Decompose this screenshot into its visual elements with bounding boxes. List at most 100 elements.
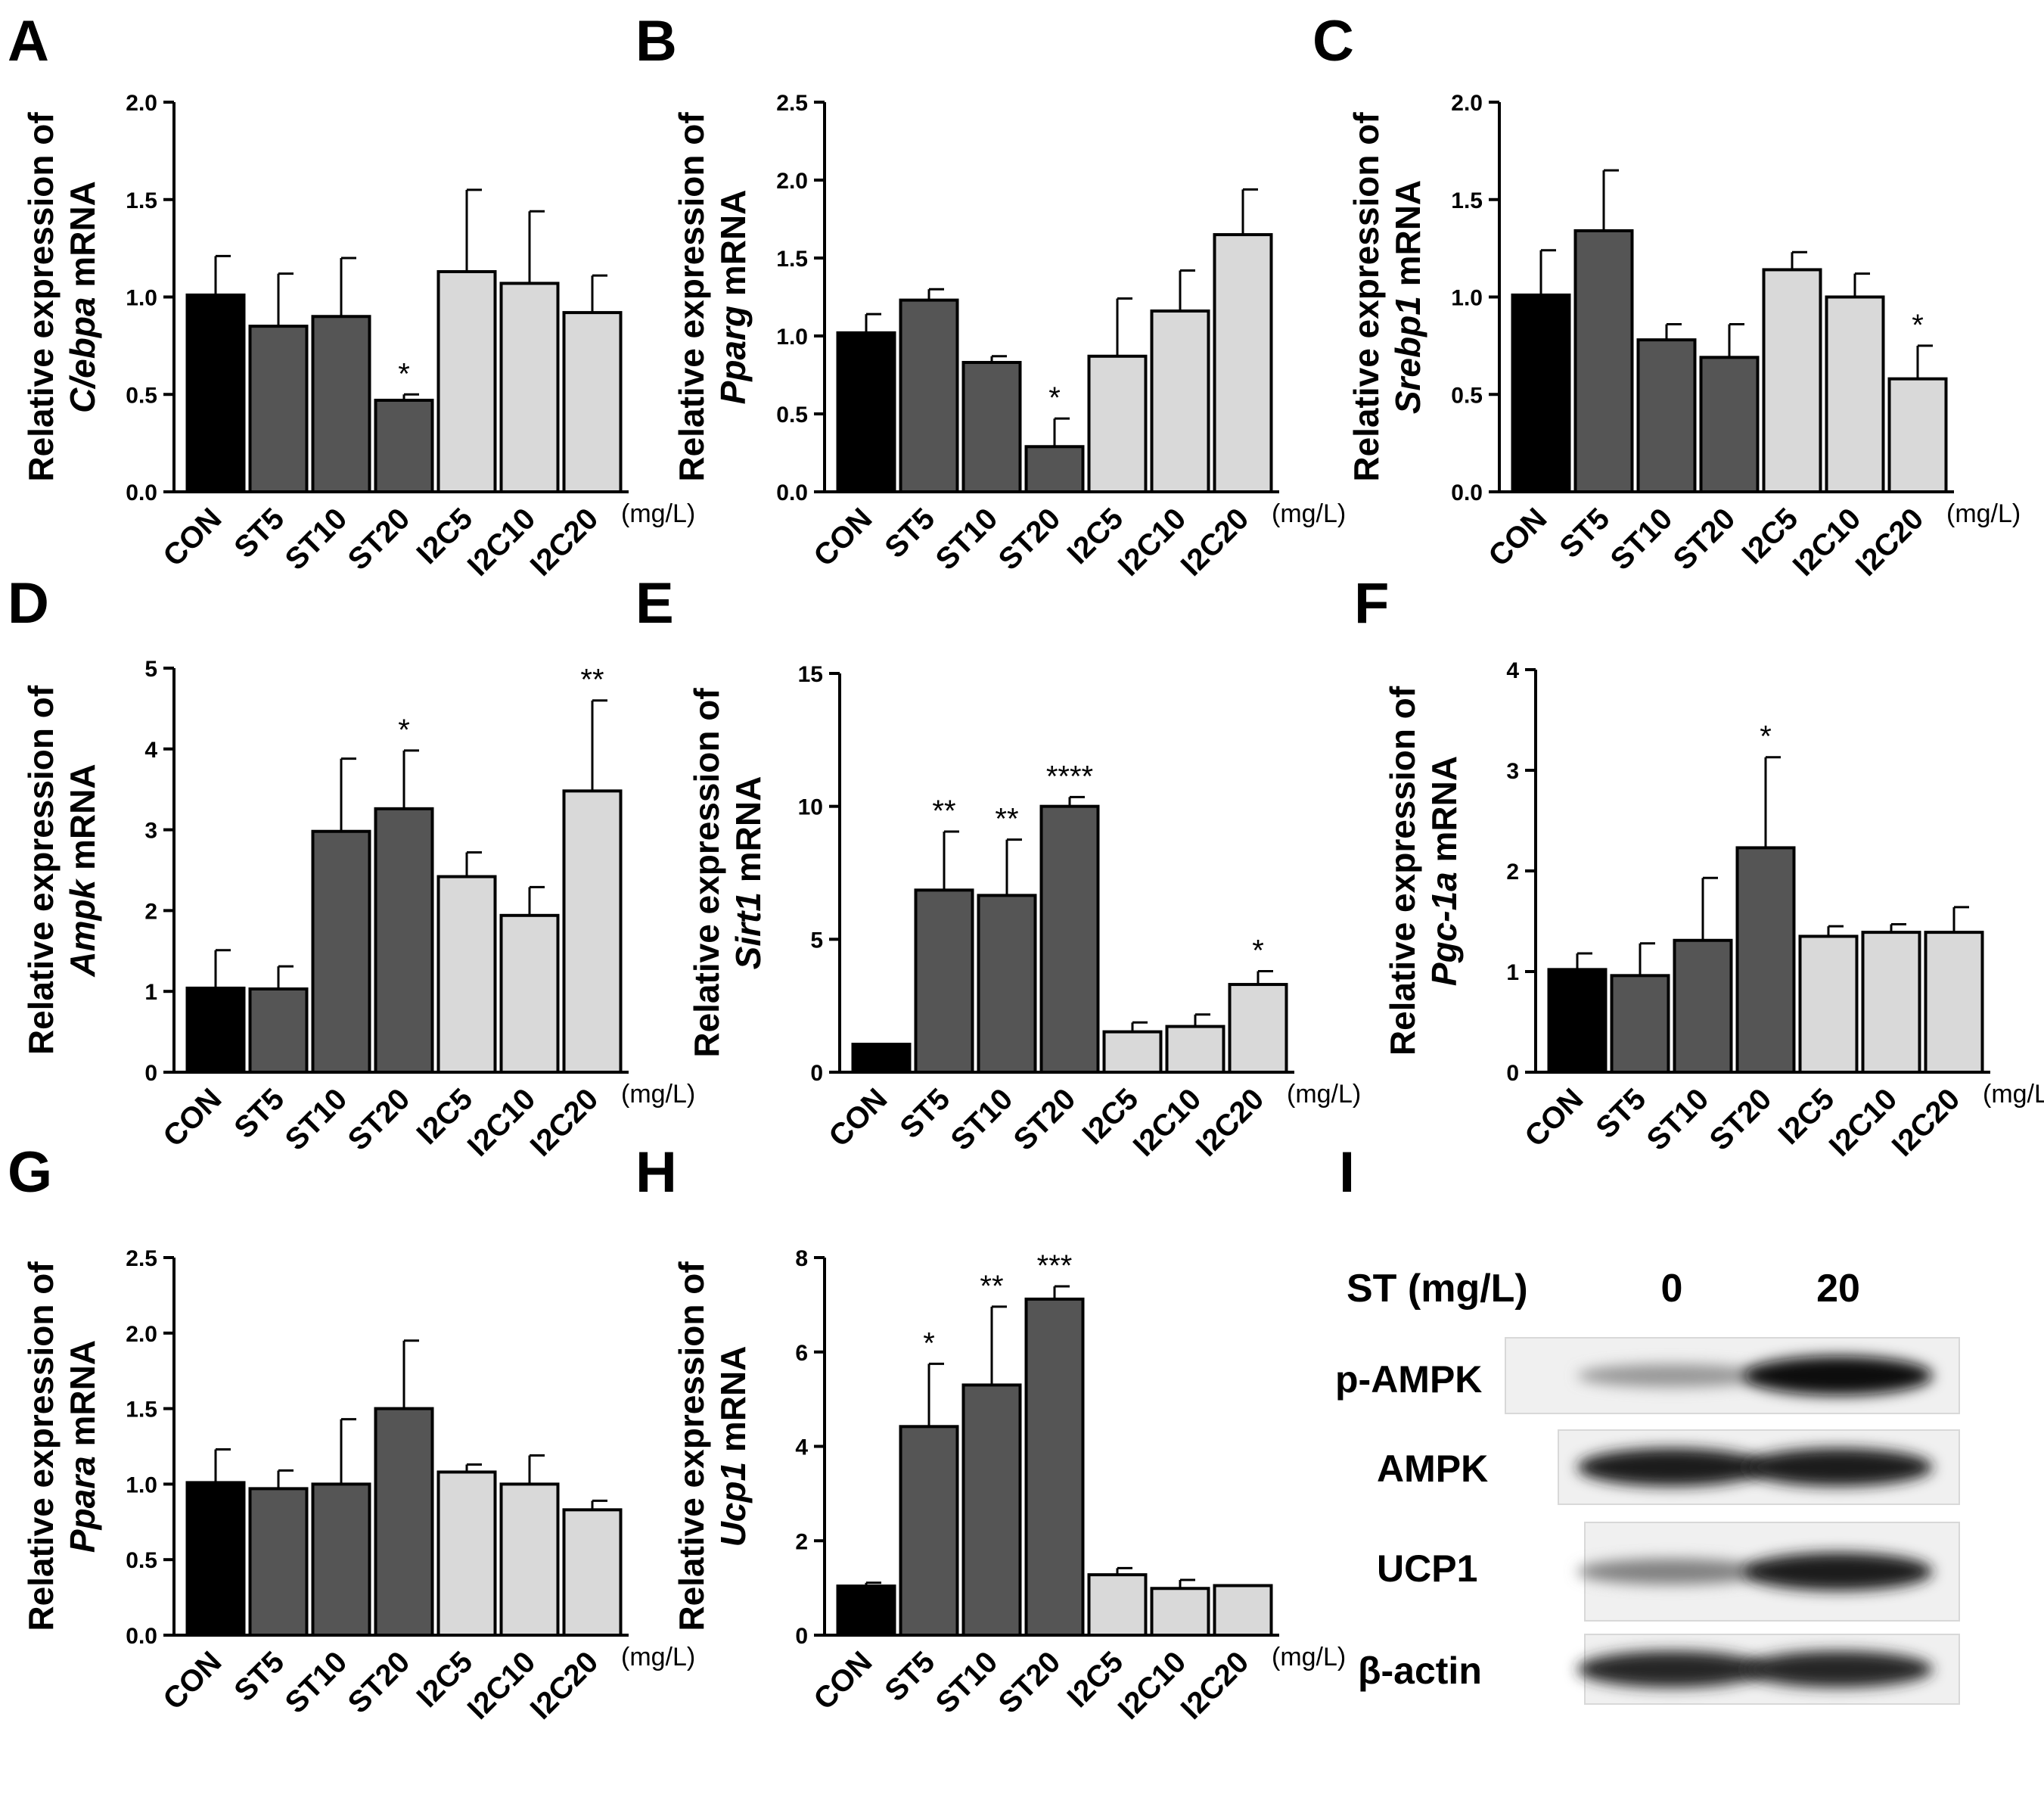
wb-row-3: β-actin <box>1358 1634 1960 1705</box>
mrna-label: mRNA <box>63 1340 102 1456</box>
wb-header-label: ST (mg/L) <box>1347 1267 1528 1311</box>
bar-i2c5 <box>436 270 497 493</box>
y-axis-label-gene: Pparg mRNA <box>713 190 753 405</box>
bar-st5 <box>899 298 959 493</box>
significance-mark: ** <box>932 794 955 828</box>
panel-label: D <box>8 571 49 636</box>
bar-con <box>836 1584 896 1637</box>
y-tick-label: 1.0 <box>776 325 808 350</box>
y-axis-label-gene: Ampk mRNA <box>63 763 102 977</box>
panel-d: D 0 1 2 3 4 5 Relative expression of Ampk mRNA CO… <box>8 571 695 1163</box>
bar-i2c10 <box>1861 931 1921 1074</box>
bar-st10 <box>311 1482 371 1637</box>
bar-st20 <box>374 398 434 493</box>
mrna-label: mRNA <box>63 763 102 879</box>
significance-mark: ** <box>995 803 1018 836</box>
x-tick-label: CON <box>157 1082 228 1153</box>
significance-mark: * <box>923 1326 935 1360</box>
x-tick-label: I2C20 <box>1886 1082 1967 1163</box>
bar-st20 <box>1024 445 1085 494</box>
bar-con <box>185 293 246 493</box>
bar-i2c10 <box>1150 1587 1210 1637</box>
gene-name: C/ebpa <box>63 297 102 412</box>
x-tick-label: I2C10 <box>461 1645 542 1726</box>
y-axis-label-gene: Ucp1 mRNA <box>713 1346 753 1547</box>
y-tick-label: 3 <box>1506 759 1519 784</box>
y-tick-label: 1.5 <box>126 1398 157 1423</box>
unit-label: (mg/L) <box>1287 1080 1361 1109</box>
x-tick-label: ST20 <box>1667 502 1742 577</box>
y-tick-label: 0.5 <box>126 1548 157 1573</box>
y-tick-label: 2 <box>795 1529 808 1554</box>
mrna-label: mRNA <box>713 1346 753 1462</box>
significance-mark: ** <box>580 664 604 697</box>
y-axis-label: Relative expression of <box>1347 112 1386 482</box>
bar-i2c20 <box>562 1508 623 1637</box>
bar-st10 <box>961 361 1022 493</box>
x-tick-label: ST20 <box>1008 1082 1083 1157</box>
mrna-label: mRNA <box>1388 180 1427 296</box>
bar-i2c20 <box>562 789 623 1074</box>
bar-i2c5 <box>1102 1030 1163 1074</box>
y-tick-label: 15 <box>798 662 823 687</box>
y-tick-label: 2 <box>1506 860 1519 885</box>
x-tick-label: ST10 <box>930 502 1005 577</box>
bar-con <box>851 1043 912 1074</box>
x-tick-label: ST10 <box>1641 1082 1716 1157</box>
x-tick-label: I2C10 <box>461 502 542 583</box>
y-axis-label: Relative expression of <box>687 688 726 1058</box>
significance-mark: **** <box>1046 760 1093 793</box>
panel-c: C 0.0 0.5 1.0 1.5 2.0 Relative expression of Sr… <box>1312 9 2021 583</box>
x-tick-label: I2C20 <box>1850 502 1931 583</box>
x-tick-label: CON <box>157 1645 228 1716</box>
x-tick-label: ST20 <box>992 1645 1067 1720</box>
bar-st5 <box>248 987 309 1074</box>
y-axis-label: Relative expression of <box>21 685 61 1055</box>
y-tick-label: 1.0 <box>1451 286 1483 311</box>
bar-st20 <box>374 807 434 1074</box>
y-tick-label: 0 <box>144 1061 157 1086</box>
bar-i2c20 <box>1213 233 1273 493</box>
bar-st10 <box>1636 338 1697 493</box>
y-tick-label: 1.0 <box>126 1472 157 1497</box>
panel-f: F 0 1 2 3 4 Relative expression of Pgc-1a mRNA C… <box>1354 571 2044 1163</box>
wb-band <box>1744 1448 1933 1487</box>
wb-row-1: AMPK <box>1377 1429 1960 1505</box>
y-tick-label: 0.0 <box>1451 480 1483 505</box>
bar-con <box>1511 293 1571 493</box>
y-tick-label: 2.5 <box>126 1246 157 1271</box>
x-tick-label: CON <box>807 1645 878 1716</box>
wb-band <box>1744 1650 1933 1688</box>
panel-label: G <box>8 1140 52 1205</box>
y-tick-label: 4 <box>1506 658 1519 683</box>
bar-st10 <box>1673 938 1733 1074</box>
significance-mark: * <box>1048 381 1061 415</box>
x-tick-label: I2C20 <box>1190 1082 1271 1163</box>
y-tick-label: 3 <box>144 819 157 844</box>
y-tick-label: 2.0 <box>126 1322 157 1347</box>
bar-i2c5 <box>1087 1573 1148 1637</box>
wb-band <box>1577 1364 1766 1388</box>
bar-i2c5 <box>1798 934 1859 1074</box>
bar-i2c5 <box>1762 268 1822 493</box>
y-tick-label: 4 <box>144 738 157 763</box>
y-tick-label: 0.0 <box>126 480 157 505</box>
bar-st20 <box>1699 356 1760 494</box>
bar-st5 <box>248 1487 309 1637</box>
mrna-label: mRNA <box>63 181 102 297</box>
x-tick-label: CON <box>807 502 878 573</box>
bar-i2c20 <box>1228 983 1288 1074</box>
y-tick-label: 0.0 <box>126 1624 157 1649</box>
y-axis-label: Relative expression of <box>21 1261 61 1631</box>
bar-st5 <box>899 1425 959 1637</box>
x-tick-label: ST20 <box>992 502 1067 577</box>
y-tick-label: 1.5 <box>776 247 808 272</box>
y-tick-label: 4 <box>795 1435 808 1460</box>
x-tick-label: ST10 <box>1604 502 1679 577</box>
wb-row-label: UCP1 <box>1377 1547 1477 1590</box>
panel-i: I ST (mg/L) 0 20 p-AMPK AMPK UCP1 β-actin <box>1335 1140 1960 1705</box>
y-tick-label: 1 <box>1506 960 1519 985</box>
x-tick-label: I2C20 <box>1175 1645 1256 1726</box>
y-axis-label-gene: Srebp1 mRNA <box>1388 180 1427 414</box>
gene-name: Ucp1 <box>713 1462 753 1547</box>
